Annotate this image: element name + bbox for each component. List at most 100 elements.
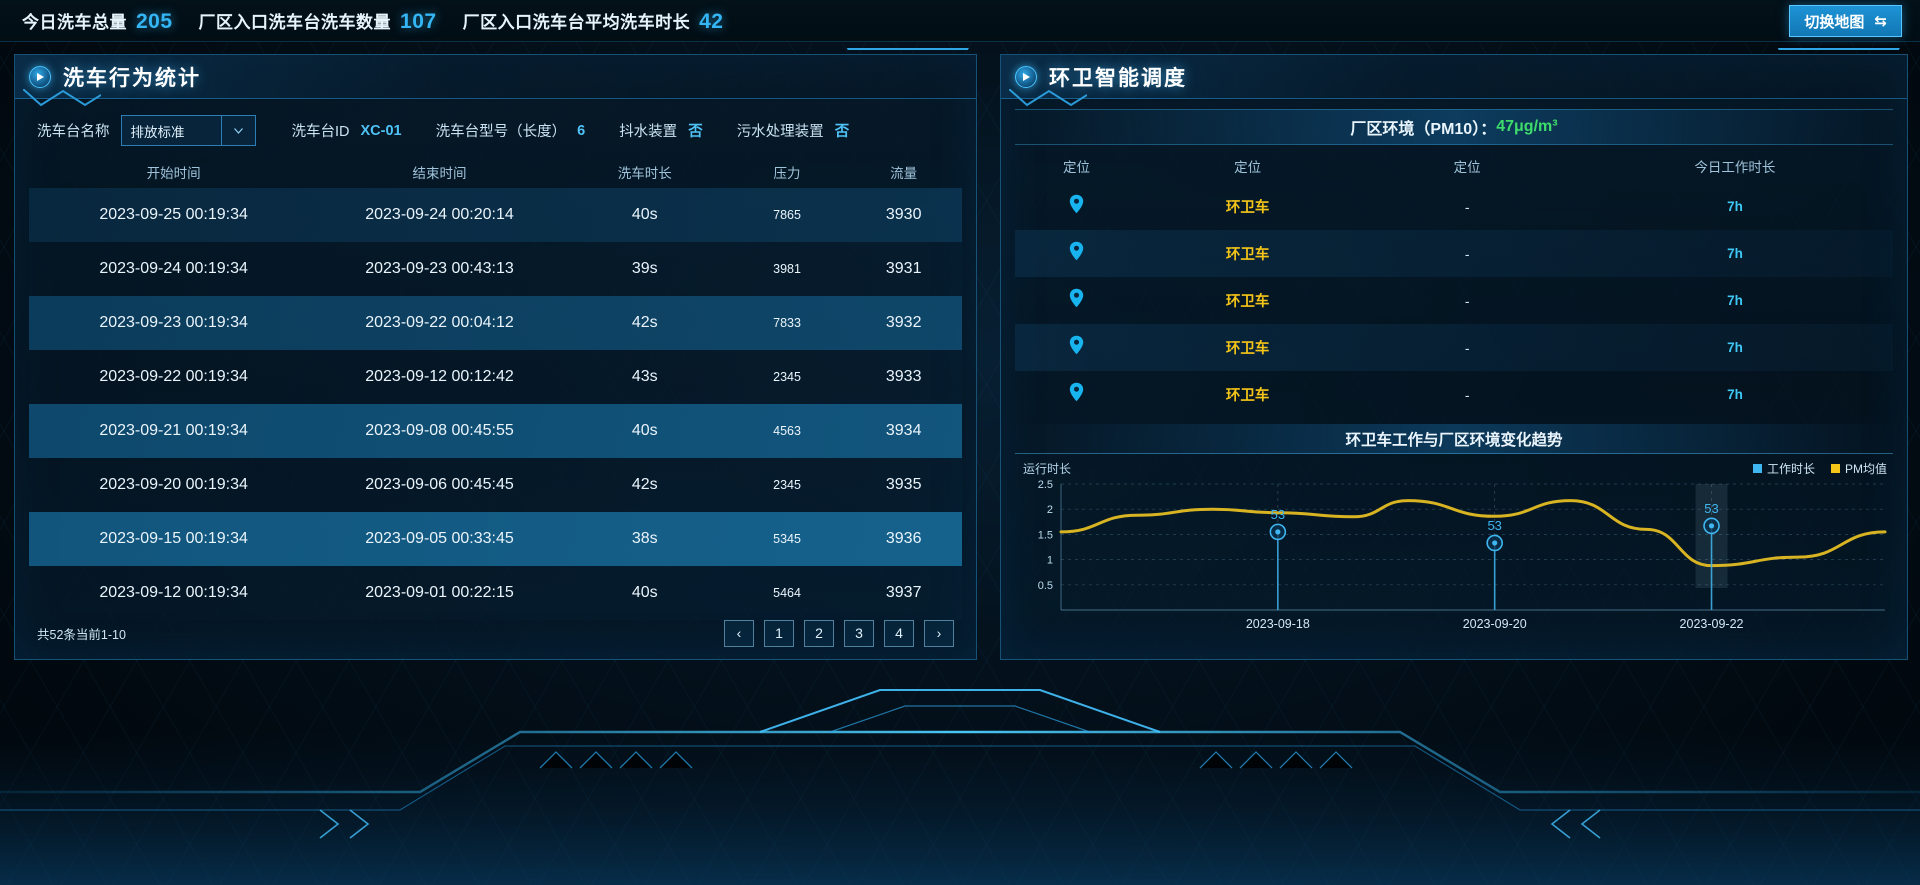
sanitation-table-row[interactable]: 环卫车 - 7h xyxy=(1015,324,1893,371)
wash-station-name-select[interactable]: 排放标准 xyxy=(120,115,256,146)
trend-chart: 运行时长 工作时长 PM均值 0.511.522.5535353532023-0… xyxy=(1015,460,1893,640)
cell-flow: 3933 xyxy=(885,368,922,385)
col-header-locate-3: 定位 xyxy=(1453,160,1481,175)
sanitation-table-row[interactable]: 环卫车 - 7h xyxy=(1015,183,1893,230)
table-row[interactable]: 2023-09-24 00:19:34 2023-09-23 00:43:13 … xyxy=(29,242,962,296)
cell-duration: 43s xyxy=(631,368,658,385)
chevron-down-icon[interactable] xyxy=(220,115,256,146)
svg-text:2023-09-22: 2023-09-22 xyxy=(1680,617,1744,631)
cell-end-time: 2023-09-23 00:43:13 xyxy=(365,260,514,277)
filter-row: 洗车台名称 排放标准 洗车台ID XC-01 洗车台型号（长度） 6 抖水装置 … xyxy=(15,99,976,156)
svg-text:53: 53 xyxy=(1271,507,1285,522)
table-row[interactable]: 2023-09-25 00:19:34 2023-09-24 00:20:14 … xyxy=(29,188,962,242)
pagination-buttons: ‹ 1 2 3 4 › xyxy=(724,619,954,647)
svg-text:2: 2 xyxy=(1047,504,1053,516)
table-row[interactable]: 2023-09-23 00:19:34 2023-09-22 00:04:12 … xyxy=(29,296,962,350)
legend-item-work-hours[interactable]: 工作时长 xyxy=(1752,460,1815,477)
table-row[interactable]: 2023-09-20 00:19:34 2023-09-06 00:45:45 … xyxy=(29,458,962,512)
filter-value-shake-device: 否 xyxy=(688,124,703,140)
cell-flow: 3935 xyxy=(885,476,922,493)
environment-pm10-bar: 厂区环境（PM10）： 47μg/m³ xyxy=(1015,109,1893,145)
location-pin-icon[interactable] xyxy=(1069,288,1084,308)
pagination-page-1[interactable]: 1 xyxy=(764,619,794,647)
cell-work-hours: 7h xyxy=(1727,340,1743,355)
filter-value-station-id: XC-01 xyxy=(360,122,402,139)
cell-flow: 3932 xyxy=(885,314,922,331)
cell-start-time: 2023-09-22 00:19:34 xyxy=(99,368,248,385)
cell-start-time: 2023-09-20 00:19:34 xyxy=(99,476,248,493)
right-panel-title: 环卫智能调度 xyxy=(1049,66,1187,90)
svg-text:1: 1 xyxy=(1047,555,1053,567)
cell-start-time: 2023-09-21 00:19:34 xyxy=(99,422,248,439)
sanitation-table-row[interactable]: 环卫车 - 7h xyxy=(1015,371,1893,418)
cell-status: - xyxy=(1464,386,1470,403)
location-pin-cell[interactable] xyxy=(1015,335,1138,360)
chart-legend: 工作时长 PM均值 xyxy=(1752,460,1887,477)
wash-records-table: 开始时间 结束时间 洗车时长 压力 流量 2023-09-25 00:19:34… xyxy=(15,156,976,620)
col-header-locate-1: 定位 xyxy=(1062,160,1090,175)
kpi-entrance-wash-count: 厂区入口洗车台洗车数量 107 xyxy=(199,8,437,34)
cell-pressure: 4563 xyxy=(773,424,801,438)
filter-value-station-model: 6 xyxy=(577,122,586,139)
kpi-label: 厂区入口洗车台洗车数量 xyxy=(198,12,392,32)
wash-behavior-statistics-panel: 洗车行为统计 洗车台名称 排放标准 洗车台ID XC-01 洗车台型号（长度） … xyxy=(14,54,977,660)
table-row[interactable]: 2023-09-15 00:19:34 2023-09-05 00:33:45 … xyxy=(29,512,962,566)
location-pin-cell[interactable] xyxy=(1015,382,1138,407)
location-pin-cell[interactable] xyxy=(1015,194,1138,219)
sanitation-table-row[interactable]: 环卫车 - 7h xyxy=(1015,230,1893,277)
table-row[interactable]: 2023-09-12 00:19:34 2023-09-01 00:22:15 … xyxy=(29,566,962,620)
sanitation-dispatch-panel: 环卫智能调度 厂区环境（PM10）： 47μg/m³ 定位 定位 定位 今日工作… xyxy=(1000,54,1908,660)
filter-label-shake-device: 抖水装置 xyxy=(619,124,678,140)
cell-end-time: 2023-09-12 00:12:42 xyxy=(365,368,514,385)
svg-text:2.5: 2.5 xyxy=(1038,479,1053,491)
cell-flow: 3930 xyxy=(885,206,922,223)
cell-pressure: 2345 xyxy=(773,370,801,384)
location-pin-icon[interactable] xyxy=(1069,382,1084,402)
cell-work-hours: 7h xyxy=(1727,199,1743,214)
kpi-entrance-avg-duration: 厂区入口洗车台平均洗车时长 42 xyxy=(463,8,724,34)
kpi-label: 今日洗车总量 xyxy=(22,12,127,32)
pagination-page-4[interactable]: 4 xyxy=(884,619,914,647)
cell-duration: 39s xyxy=(631,260,658,277)
svg-text:53: 53 xyxy=(1704,501,1718,516)
pagination-page-2[interactable]: 2 xyxy=(804,619,834,647)
table-row[interactable]: 2023-09-22 00:19:34 2023-09-12 00:12:42 … xyxy=(29,350,962,404)
legend-item-pm-average[interactable]: PM均值 xyxy=(1830,460,1887,477)
table-row[interactable]: 2023-09-21 00:19:34 2023-09-08 00:45:55 … xyxy=(29,404,962,458)
location-pin-cell[interactable] xyxy=(1015,241,1138,266)
pagination: 共52条当前1-10 ‹ 1 2 3 4 › xyxy=(15,607,976,659)
col-header-flow: 流量 xyxy=(890,166,918,181)
col-header-locate-2: 定位 xyxy=(1234,160,1262,175)
legend-label: PM均值 xyxy=(1844,462,1887,476)
cell-status: - xyxy=(1464,292,1470,309)
pagination-prev-button[interactable]: ‹ xyxy=(724,619,754,647)
location-pin-cell[interactable] xyxy=(1015,288,1138,313)
location-pin-icon[interactable] xyxy=(1069,241,1084,261)
sanitation-table-row[interactable]: 环卫车 - 7h xyxy=(1015,277,1893,324)
cell-start-time: 2023-09-25 00:19:34 xyxy=(99,206,248,223)
location-pin-icon[interactable] xyxy=(1069,194,1084,214)
table-header-row: 开始时间 结束时间 洗车时长 压力 流量 xyxy=(29,156,962,188)
cell-work-hours: 7h xyxy=(1727,293,1743,308)
cell-start-time: 2023-09-12 00:19:34 xyxy=(99,584,248,601)
table-body: 2023-09-25 00:19:34 2023-09-24 00:20:14 … xyxy=(29,188,962,620)
cell-duration: 38s xyxy=(631,530,658,547)
cell-flow: 3936 xyxy=(885,530,922,547)
play-circle-icon xyxy=(1015,65,1037,88)
cell-end-time: 2023-09-24 00:20:14 xyxy=(365,206,514,223)
pagination-page-3[interactable]: 3 xyxy=(844,619,874,647)
location-pin-icon[interactable] xyxy=(1069,335,1084,355)
chart-title-bar: 环卫车工作与厂区环境变化趋势 xyxy=(1015,424,1893,454)
kpi-value: 42 xyxy=(699,9,724,33)
cell-work-hours: 7h xyxy=(1727,246,1743,261)
pagination-next-button[interactable]: › xyxy=(924,619,954,647)
switch-map-button[interactable]: 切换地图 ⇆ xyxy=(1789,5,1902,37)
cell-work-hours: 7h xyxy=(1727,387,1743,402)
environment-label: 厂区环境（PM10）： xyxy=(1350,121,1497,138)
chart-y-axis-label: 运行时长 xyxy=(1023,462,1072,476)
cell-status: - xyxy=(1464,245,1470,262)
cell-pressure: 5464 xyxy=(773,586,801,600)
filter-label-sewage-device: 污水处理装置 xyxy=(736,124,824,140)
col-header-today-work-hours: 今日工作时长 xyxy=(1694,160,1776,175)
right-panel-body: 厂区环境（PM10）： 47μg/m³ 定位 定位 定位 今日工作时长 xyxy=(1001,99,1907,640)
